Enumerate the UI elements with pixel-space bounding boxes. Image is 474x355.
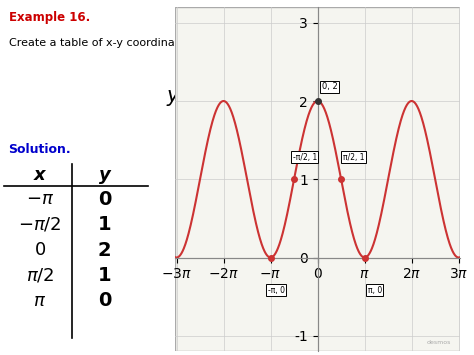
- Text: Example 16.: Example 16.: [9, 11, 91, 24]
- Text: 0: 0: [98, 190, 111, 209]
- Text: $-\pi$: $-\pi$: [26, 190, 54, 208]
- Text: y: y: [99, 166, 110, 184]
- Text: $\pi$: $\pi$: [33, 292, 46, 310]
- Bar: [175, 7, 460, 351]
- Text: $0$: $0$: [34, 241, 46, 259]
- Text: -π/2, 1: -π/2, 1: [292, 153, 317, 162]
- Text: desmos: desmos: [427, 340, 451, 345]
- Text: 1: 1: [98, 215, 111, 234]
- Text: $y = \cos(x) + 1$: $y = \cos(x) + 1$: [166, 84, 308, 108]
- Text: 0: 0: [98, 291, 111, 310]
- Text: 2: 2: [98, 241, 111, 260]
- Text: 1: 1: [98, 266, 111, 285]
- Text: $-\pi/2$: $-\pi/2$: [18, 215, 61, 234]
- Text: -π, 0: -π, 0: [267, 286, 284, 295]
- Text: $\pi/2$: $\pi/2$: [26, 267, 54, 284]
- Text: π, 0: π, 0: [368, 286, 382, 295]
- Text: Create a table of x-y coordinates and graph the function.: Create a table of x-y coordinates and gr…: [9, 38, 328, 48]
- Text: π/2, 1: π/2, 1: [343, 153, 364, 162]
- Text: x: x: [34, 166, 46, 184]
- Text: Solution.: Solution.: [8, 143, 71, 155]
- Text: 0, 2: 0, 2: [322, 82, 338, 91]
